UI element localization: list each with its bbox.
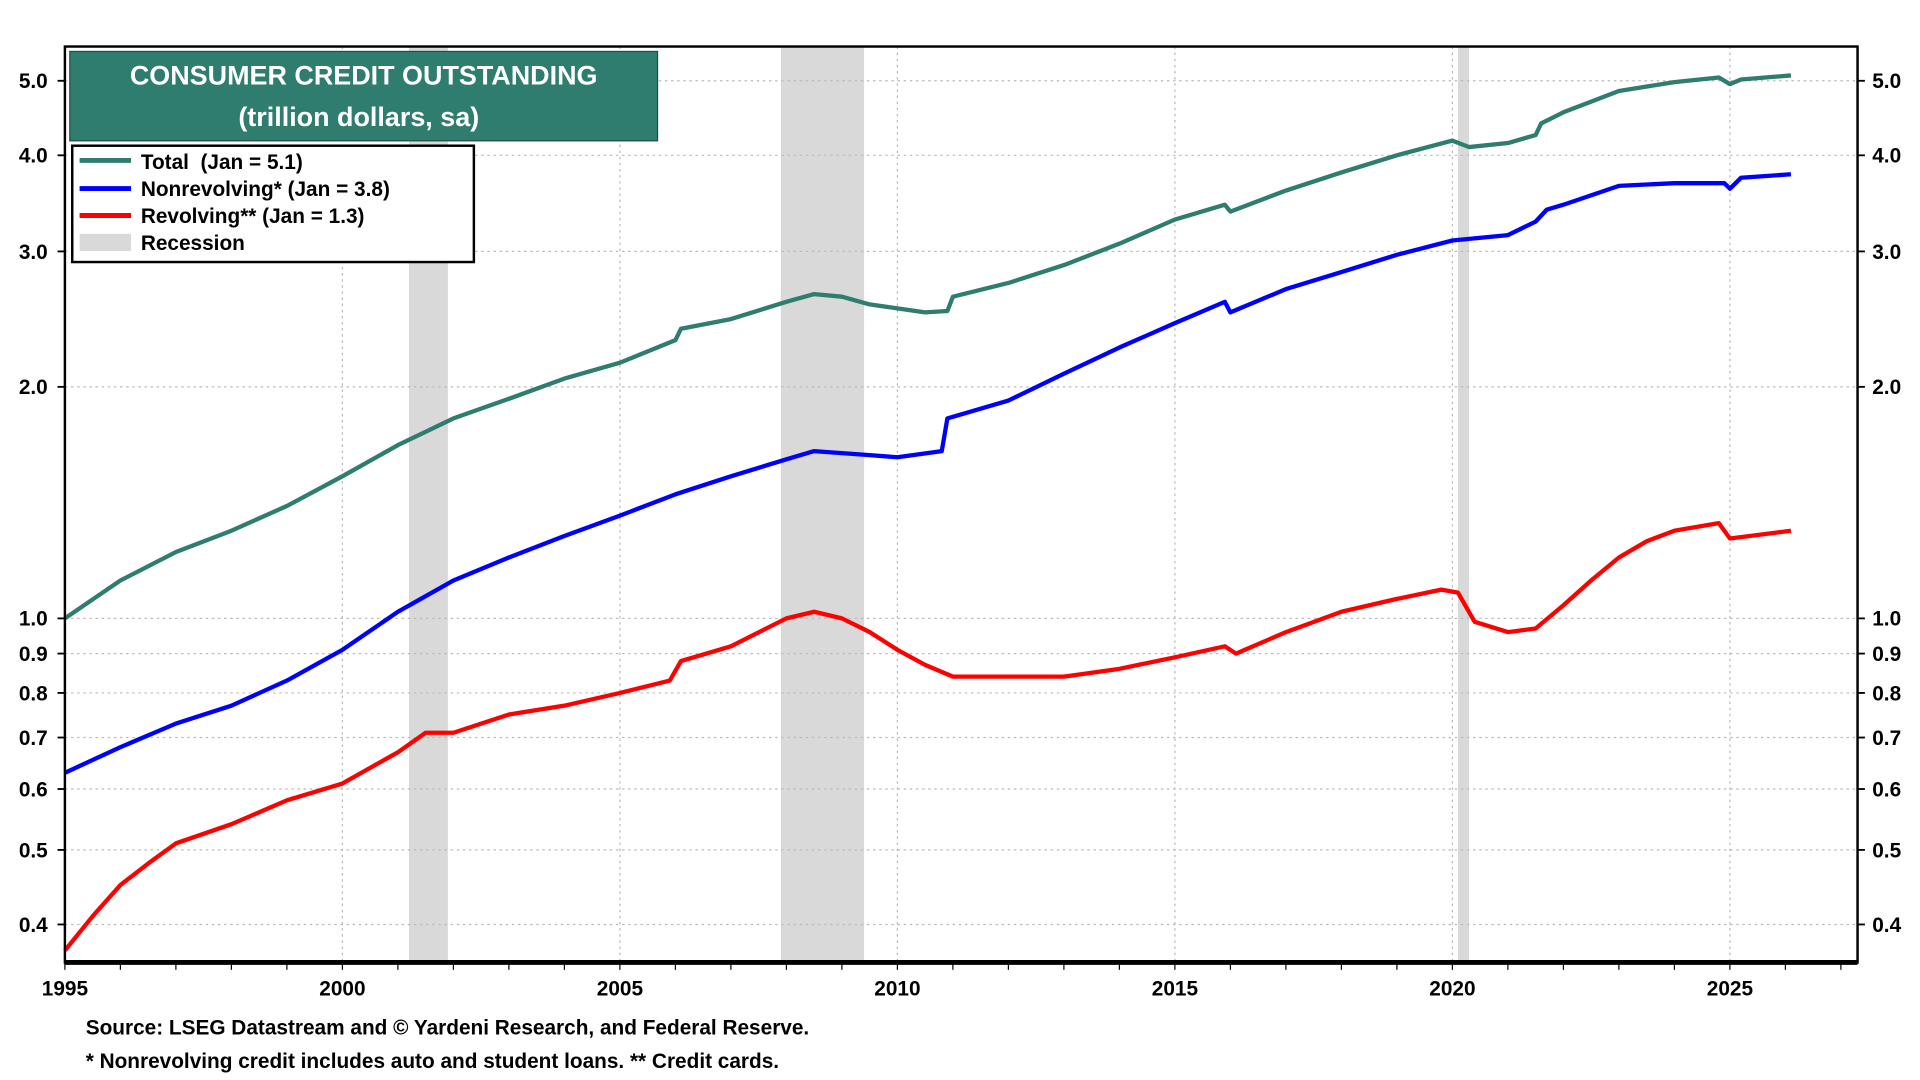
- total-line: [63, 73, 1792, 621]
- gridlines: [64, 46, 1858, 963]
- y-tick-label-right: 0.5: [1872, 839, 1901, 862]
- legend-label-recession: Recession: [141, 232, 245, 255]
- series-lines: [63, 73, 1792, 952]
- y-tick-label-right: 0.9: [1872, 643, 1901, 666]
- x-tick-label: 2025: [1707, 978, 1753, 1001]
- recession-band: [780, 46, 865, 963]
- y-tick-label-right: 0.8: [1872, 682, 1901, 705]
- title-box: [69, 50, 659, 142]
- y-tick-label-right: 0.7: [1872, 727, 1901, 750]
- y-axis-ticks: 0.4 0.4 0.5 0.5 0.6 0.6 0.7 0.7 0.8 0.8 0.9 0.9 1.0 1…: [19, 70, 1902, 937]
- legend: Total (Jan = 5.1) Nonrevolving* (Jan = 3…: [71, 144, 476, 264]
- recession-band: [1457, 46, 1470, 963]
- footnote-source: Source: LSEG Datastream and © Yardeni Re…: [86, 1017, 810, 1040]
- x-tick-label: 2005: [597, 978, 643, 1001]
- y-tick-label-right: 0.4: [1872, 914, 1901, 937]
- y-tick-label-left: 5.0: [19, 70, 48, 93]
- revolving-line: [63, 520, 1792, 952]
- x-tick-label: 1995: [42, 978, 88, 1001]
- chart-subtitle: (trillion dollars, sa): [238, 102, 479, 132]
- y-tick-label-right: 3.0: [1872, 241, 1901, 264]
- y-tick-label-right: 0.6: [1872, 778, 1901, 801]
- nonrevolving-line: [64, 172, 1792, 775]
- x-tick-label: 2000: [319, 978, 365, 1001]
- x-tick-label: 2020: [1429, 978, 1475, 1001]
- footnote-definitions: * Nonrevolving credit includes auto and …: [86, 1050, 779, 1073]
- y-tick-label-left: 0.5: [19, 839, 48, 862]
- x-tick-label: 2010: [874, 978, 920, 1001]
- legend-swatch-recession: [79, 233, 132, 252]
- y-tick-label-left: 0.9: [19, 643, 48, 666]
- y-tick-label-left: 3.0: [19, 241, 48, 264]
- y-tick-label-left: 1.0: [19, 608, 48, 631]
- y-tick-label-left: 0.6: [19, 778, 48, 801]
- y-tick-label-left: 2.0: [19, 376, 48, 399]
- y-tick-label-left: 0.4: [19, 914, 48, 937]
- y-tick-label-right: 4.0: [1872, 145, 1901, 168]
- legend-label-nonrevolving: Nonrevolving* (Jan = 3.8): [141, 178, 390, 201]
- x-tick-label: 2015: [1152, 978, 1198, 1001]
- chart-title: CONSUMER CREDIT OUTSTANDING: [130, 60, 598, 90]
- y-tick-label-left: 4.0: [19, 145, 48, 168]
- legend-box: [71, 144, 476, 264]
- y-tick-label-right: 5.0: [1872, 70, 1901, 93]
- y-tick-label-right: 2.0: [1872, 376, 1901, 399]
- legend-label-revolving: Revolving** (Jan = 1.3): [141, 205, 365, 228]
- legend-label-total: Total (Jan = 5.1): [141, 151, 303, 174]
- x-axis-ticks: 1995 2000 2005 2010 2015 2020 2025: [42, 962, 1842, 1001]
- y-tick-label-left: 0.7: [19, 727, 48, 750]
- y-tick-label-left: 0.8: [19, 682, 48, 705]
- y-tick-label-right: 1.0: [1872, 608, 1901, 631]
